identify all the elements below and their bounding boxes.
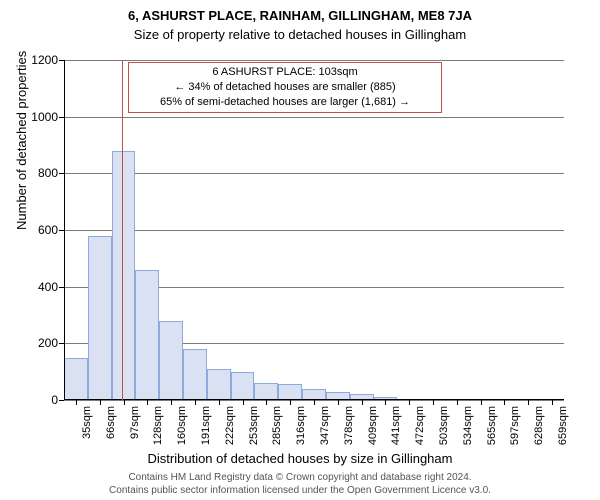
- histogram-bar: [207, 369, 231, 400]
- x-tick-label: 66sqm: [105, 406, 117, 456]
- y-tick-label: 200: [18, 336, 58, 350]
- x-tick-label: 97sqm: [129, 406, 141, 456]
- x-tick-mark: [457, 400, 458, 405]
- x-tick-labels: 35sqm66sqm97sqm128sqm160sqm191sqm222sqm2…: [64, 400, 564, 450]
- x-tick-mark: [481, 400, 482, 405]
- y-tick-label: 0: [18, 393, 58, 407]
- histogram-bar: [254, 383, 278, 400]
- chart-container: 6, ASHURST PLACE, RAINHAM, GILLINGHAM, M…: [0, 0, 600, 500]
- x-tick-mark: [385, 400, 386, 405]
- histogram-bar: [159, 321, 183, 400]
- x-tick-label: 503sqm: [438, 406, 450, 456]
- x-tick-mark: [124, 400, 125, 405]
- annotation-line3: 65% of semi-detached houses are larger (…: [135, 95, 435, 110]
- x-tick-mark: [552, 400, 553, 405]
- chart-title-sub: Size of property relative to detached ho…: [0, 23, 600, 42]
- y-axis-label: Number of detached properties: [14, 51, 29, 230]
- x-tick-mark: [314, 400, 315, 405]
- x-tick-label: 253sqm: [248, 406, 260, 456]
- histogram-bar: [135, 270, 159, 400]
- x-tick-mark: [76, 400, 77, 405]
- x-tick-mark: [338, 400, 339, 405]
- x-tick-label: 378sqm: [343, 406, 355, 456]
- y-axis-line: [64, 60, 65, 400]
- annotation-line1: 6 ASHURST PLACE: 103sqm: [135, 65, 435, 80]
- x-tick-mark: [219, 400, 220, 405]
- x-tick-label: 409sqm: [367, 406, 379, 456]
- plot-area: 35sqm66sqm97sqm128sqm160sqm191sqm222sqm2…: [64, 60, 564, 400]
- histogram-bar: [88, 236, 112, 400]
- y-tick-label: 1000: [18, 110, 58, 124]
- x-tick-label: 597sqm: [509, 406, 521, 456]
- x-tick-label: 659sqm: [557, 406, 569, 456]
- histogram-bar: [231, 372, 255, 400]
- x-tick-mark: [195, 400, 196, 405]
- histogram-bar: [278, 384, 302, 400]
- x-tick-mark: [528, 400, 529, 405]
- property-marker-line: [122, 60, 123, 400]
- histogram-bar: [64, 358, 88, 401]
- y-tick-mark: [59, 117, 64, 118]
- x-tick-label: 628sqm: [533, 406, 545, 456]
- annotation-box: 6 ASHURST PLACE: 103sqm← 34% of detached…: [128, 62, 442, 113]
- x-tick-mark: [171, 400, 172, 405]
- y-tick-mark: [59, 400, 64, 401]
- chart-title-main: 6, ASHURST PLACE, RAINHAM, GILLINGHAM, M…: [0, 0, 600, 23]
- x-tick-mark: [409, 400, 410, 405]
- x-tick-mark: [243, 400, 244, 405]
- annotation-line2: ← 34% of detached houses are smaller (88…: [135, 80, 435, 95]
- y-tick-mark: [59, 60, 64, 61]
- footer-attribution: Contains HM Land Registry data © Crown c…: [0, 471, 600, 497]
- y-tick-label: 800: [18, 166, 58, 180]
- x-tick-label: 160sqm: [176, 406, 188, 456]
- x-tick-mark: [100, 400, 101, 405]
- y-tick-label: 1200: [18, 53, 58, 67]
- x-tick-label: 128sqm: [152, 406, 164, 456]
- x-tick-mark: [147, 400, 148, 405]
- footer-line2: Contains public sector information licen…: [0, 484, 600, 497]
- histogram-bar: [112, 151, 136, 400]
- histogram-bar: [183, 349, 207, 400]
- y-tick-mark: [59, 343, 64, 344]
- x-tick-mark: [433, 400, 434, 405]
- x-tick-mark: [266, 400, 267, 405]
- x-tick-label: 35sqm: [81, 406, 93, 456]
- y-tick-mark: [59, 173, 64, 174]
- x-tick-label: 347sqm: [319, 406, 331, 456]
- y-tick-label: 600: [18, 223, 58, 237]
- x-tick-label: 565sqm: [486, 406, 498, 456]
- footer-line1: Contains HM Land Registry data © Crown c…: [0, 471, 600, 484]
- x-tick-label: 441sqm: [390, 406, 402, 456]
- y-tick-mark: [59, 287, 64, 288]
- x-tick-label: 222sqm: [224, 406, 236, 456]
- x-tick-mark: [290, 400, 291, 405]
- y-tick-label: 400: [18, 280, 58, 294]
- x-tick-label: 285sqm: [271, 406, 283, 456]
- x-tick-mark: [504, 400, 505, 405]
- y-tick-mark: [59, 230, 64, 231]
- x-tick-label: 472sqm: [414, 406, 426, 456]
- x-tick-label: 534sqm: [462, 406, 474, 456]
- x-tick-mark: [362, 400, 363, 405]
- x-tick-label: 316sqm: [295, 406, 307, 456]
- x-tick-label: 191sqm: [200, 406, 212, 456]
- x-axis-label: Distribution of detached houses by size …: [0, 451, 600, 466]
